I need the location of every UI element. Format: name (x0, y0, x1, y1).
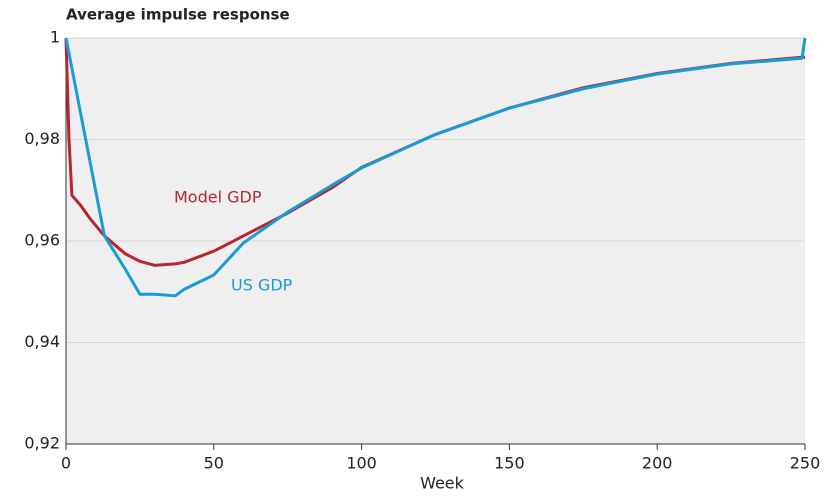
x-tick-label: 200 (642, 454, 673, 473)
y-tick-label: 0,94 (24, 332, 60, 351)
y-tick-label: 1 (50, 28, 60, 47)
y-tick-label: 0,96 (24, 231, 60, 250)
x-tick-label: 50 (204, 454, 224, 473)
x-tick-label: 250 (790, 454, 821, 473)
series-label: US GDP (231, 276, 293, 295)
x-tick-label: 100 (346, 454, 377, 473)
chart-title: Average impulse response (66, 6, 290, 24)
x-tick-label: 150 (494, 454, 525, 473)
line (64, 37, 807, 298)
series-label: Model GDP (174, 188, 262, 207)
x-axis-label: Week (420, 474, 465, 493)
y-tick-label: 0,98 (24, 129, 60, 148)
y-tick-label: 0,92 (24, 434, 60, 453)
x-tick-label: 0 (61, 454, 71, 473)
